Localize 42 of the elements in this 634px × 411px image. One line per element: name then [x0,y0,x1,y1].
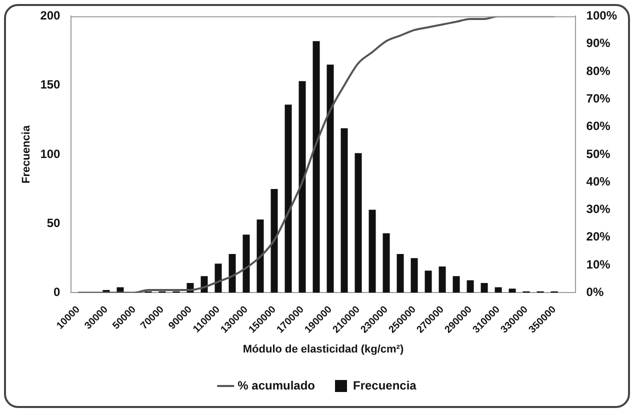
y-tick-label: 200 [40,8,61,23]
bar [284,104,292,293]
y2-tick-label: 10% [586,257,611,272]
bar [354,153,362,293]
bar [438,266,446,293]
bar [410,258,418,293]
y-tick-label: 50 [46,216,61,230]
y2-tick-label: 80% [586,64,611,78]
bar [382,233,390,293]
bar [494,287,502,293]
y2-tick-label: 0% [586,285,604,300]
y-tick-label: 0 [54,285,61,300]
bar [368,210,376,293]
y2-tick-label: 70% [586,91,611,106]
legend-label: Frecuencia [352,378,417,392]
bar [508,288,516,293]
y2-tick-label: 50% [586,146,611,161]
bar [270,189,278,293]
bar [452,276,460,293]
legend-label: % acumulado [238,378,316,392]
bar [326,64,334,293]
y2-tick-label: 60% [586,119,611,134]
y2-tick-label: 40% [586,174,611,188]
y2-tick-label: 100% [586,8,618,23]
bar [340,128,348,293]
bar [256,219,264,293]
y2-tick-label: 30% [586,202,611,216]
y-axis-title: Frecuencia [20,124,33,184]
bar [242,234,250,293]
bar [298,81,306,293]
bar [466,280,474,293]
bar [424,270,432,293]
bar [312,41,320,293]
x-axis-title: Módulo de elasticidad (kg/cm²) [242,343,404,356]
y2-tick-label: 20% [586,230,611,244]
y2-tick-label: 90% [586,36,611,50]
bar [228,254,236,293]
y-tick-label: 100 [40,146,61,161]
y-tick-label: 150 [40,78,61,92]
bar [214,264,222,293]
bar [480,283,488,293]
bar [396,254,404,293]
